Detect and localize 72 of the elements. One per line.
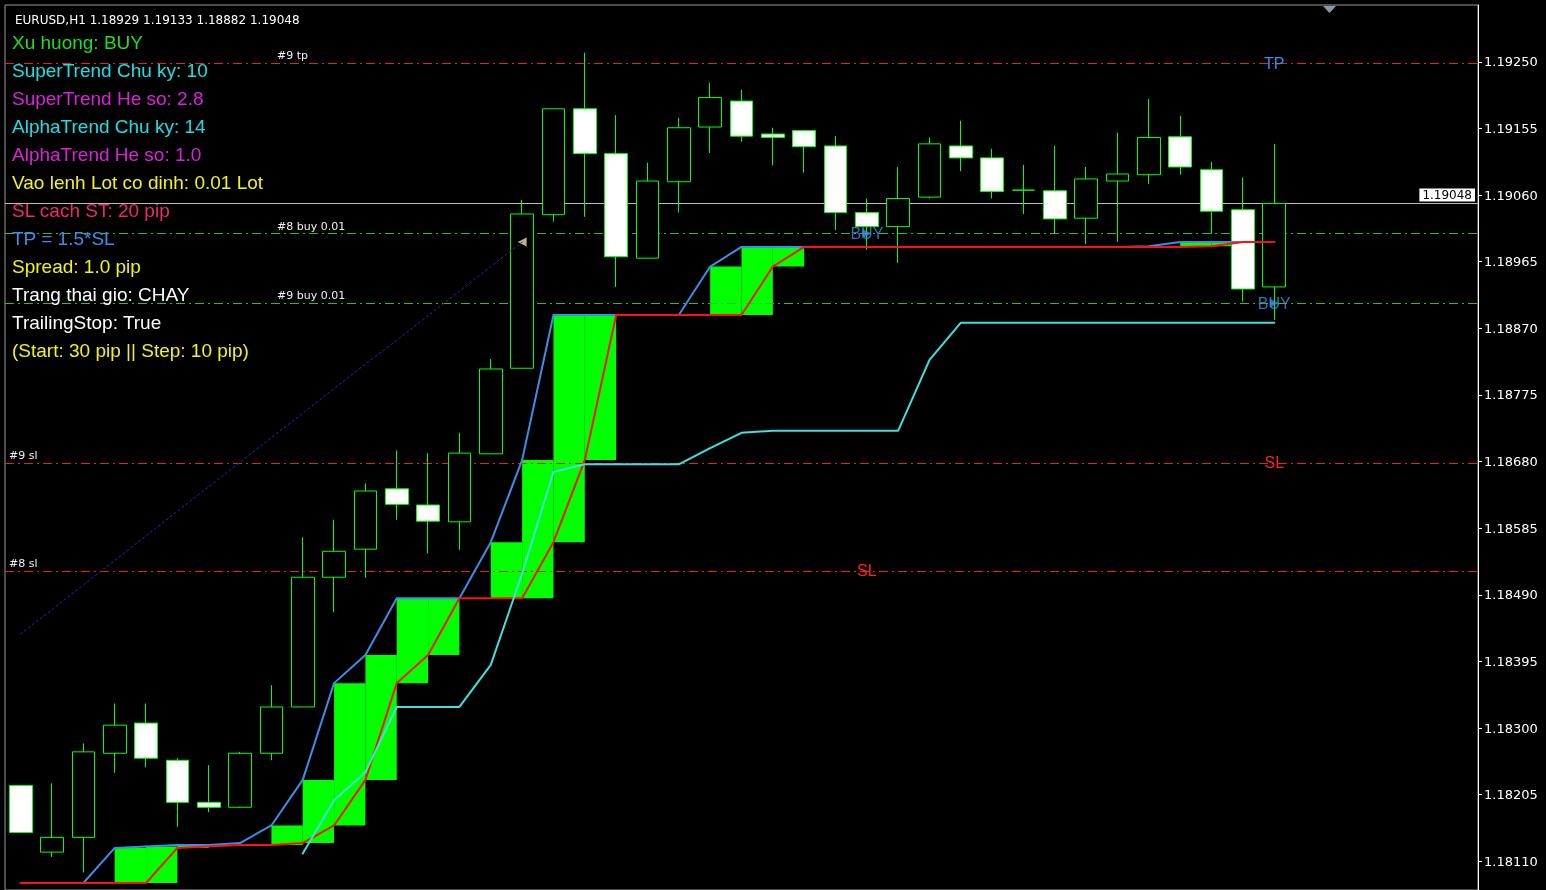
y-tick-label: 1.18300 <box>1484 720 1538 736</box>
candlestick <box>667 117 691 214</box>
candlestick <box>792 130 816 174</box>
candlestick <box>949 120 973 172</box>
candlestick <box>448 432 471 551</box>
y-tick-label: 1.19250 <box>1484 54 1538 70</box>
annotation: SuperTrend He so: 2.8 <box>12 88 204 109</box>
candlestick <box>1137 98 1161 185</box>
candlestick <box>604 114 628 288</box>
y-tick-label: 1.18110 <box>1484 853 1538 869</box>
y-tick-label: 1.19155 <box>1484 120 1538 136</box>
y-tick-label: 1.18205 <box>1484 787 1538 803</box>
candlestick <box>291 536 315 708</box>
ref-line-label: #9 buy 0.01 <box>277 289 346 303</box>
annotation: SuperTrend Chu ky: 10 <box>12 60 208 81</box>
candlestick <box>1012 164 1035 215</box>
candlestick <box>730 89 753 143</box>
candlestick <box>479 358 503 455</box>
candlestick <box>416 452 440 554</box>
annotation: SL <box>1264 454 1285 472</box>
y-tick-label: 1.18965 <box>1484 254 1538 270</box>
candlestick <box>573 52 597 218</box>
point <box>517 237 527 247</box>
candlestick <box>1168 115 1192 176</box>
annotation: Trang thai gio: CHAY <box>12 284 190 305</box>
y-tick-label: 1.18775 <box>1484 387 1538 403</box>
ref-line-label: #9 sl <box>9 448 38 462</box>
candlestick <box>698 82 722 154</box>
candlestick <box>1200 161 1223 235</box>
ref-line-label: #8 sl <box>9 556 38 570</box>
y-tick-label: 1.18680 <box>1484 454 1538 470</box>
candlestick <box>636 162 659 259</box>
candlestick <box>980 148 1004 200</box>
candlestick <box>322 519 346 613</box>
annotation: Xu huong: BUY <box>12 32 144 53</box>
candlestick <box>260 684 283 761</box>
candlestick <box>354 482 377 579</box>
annotation: SL cach ST: 20 pip <box>12 200 170 221</box>
annotation: Vao lenh Lot co dinh: 0.01 Lot <box>12 172 264 193</box>
annotation: AlphaTrend Chu ky: 14 <box>12 116 207 137</box>
candlestick <box>228 751 252 809</box>
candlestick <box>40 782 64 858</box>
candlestick <box>385 449 409 521</box>
annotation: Spread: 1.0 pip <box>12 256 141 277</box>
annotation: TP = 1.5*SL <box>12 228 115 249</box>
ref-line-label: 1.19048 <box>1422 188 1472 203</box>
ref-line-label: #9 tp <box>277 49 309 63</box>
candlestick <box>9 785 33 833</box>
annotation: (Start: 30 pip || Step: 10 pip) <box>12 340 249 361</box>
candlestick <box>1043 145 1067 235</box>
y-tick-label: 1.18490 <box>1484 587 1538 603</box>
candlestick <box>542 108 565 223</box>
candlestick <box>510 199 534 369</box>
candlestick <box>1106 132 1129 243</box>
annotation: TrailingStop: True <box>12 312 162 333</box>
candlestick <box>166 757 189 828</box>
candlestick <box>1074 166 1098 245</box>
candlestick <box>134 702 158 768</box>
y-tick-label: 1.18870 <box>1484 320 1538 336</box>
y-tick-label: 1.18585 <box>1484 520 1538 536</box>
y-tick-label: 1.19060 <box>1484 187 1538 203</box>
ref-line-label: #8 buy 0.01 <box>277 219 346 233</box>
y-tick-label: 1.18395 <box>1484 653 1538 669</box>
candlestick <box>72 742 95 873</box>
candlestick <box>761 127 785 167</box>
candlestick <box>103 702 127 774</box>
candlestick <box>824 135 847 231</box>
candlestick <box>886 166 910 264</box>
annotation: AlphaTrend He so: 1.0 <box>12 144 202 165</box>
candlestick <box>197 764 221 813</box>
candlestick <box>918 137 941 200</box>
text: EURUSD,H1 1.18929 1.19133 1.18882 1.19048 <box>15 13 300 27</box>
